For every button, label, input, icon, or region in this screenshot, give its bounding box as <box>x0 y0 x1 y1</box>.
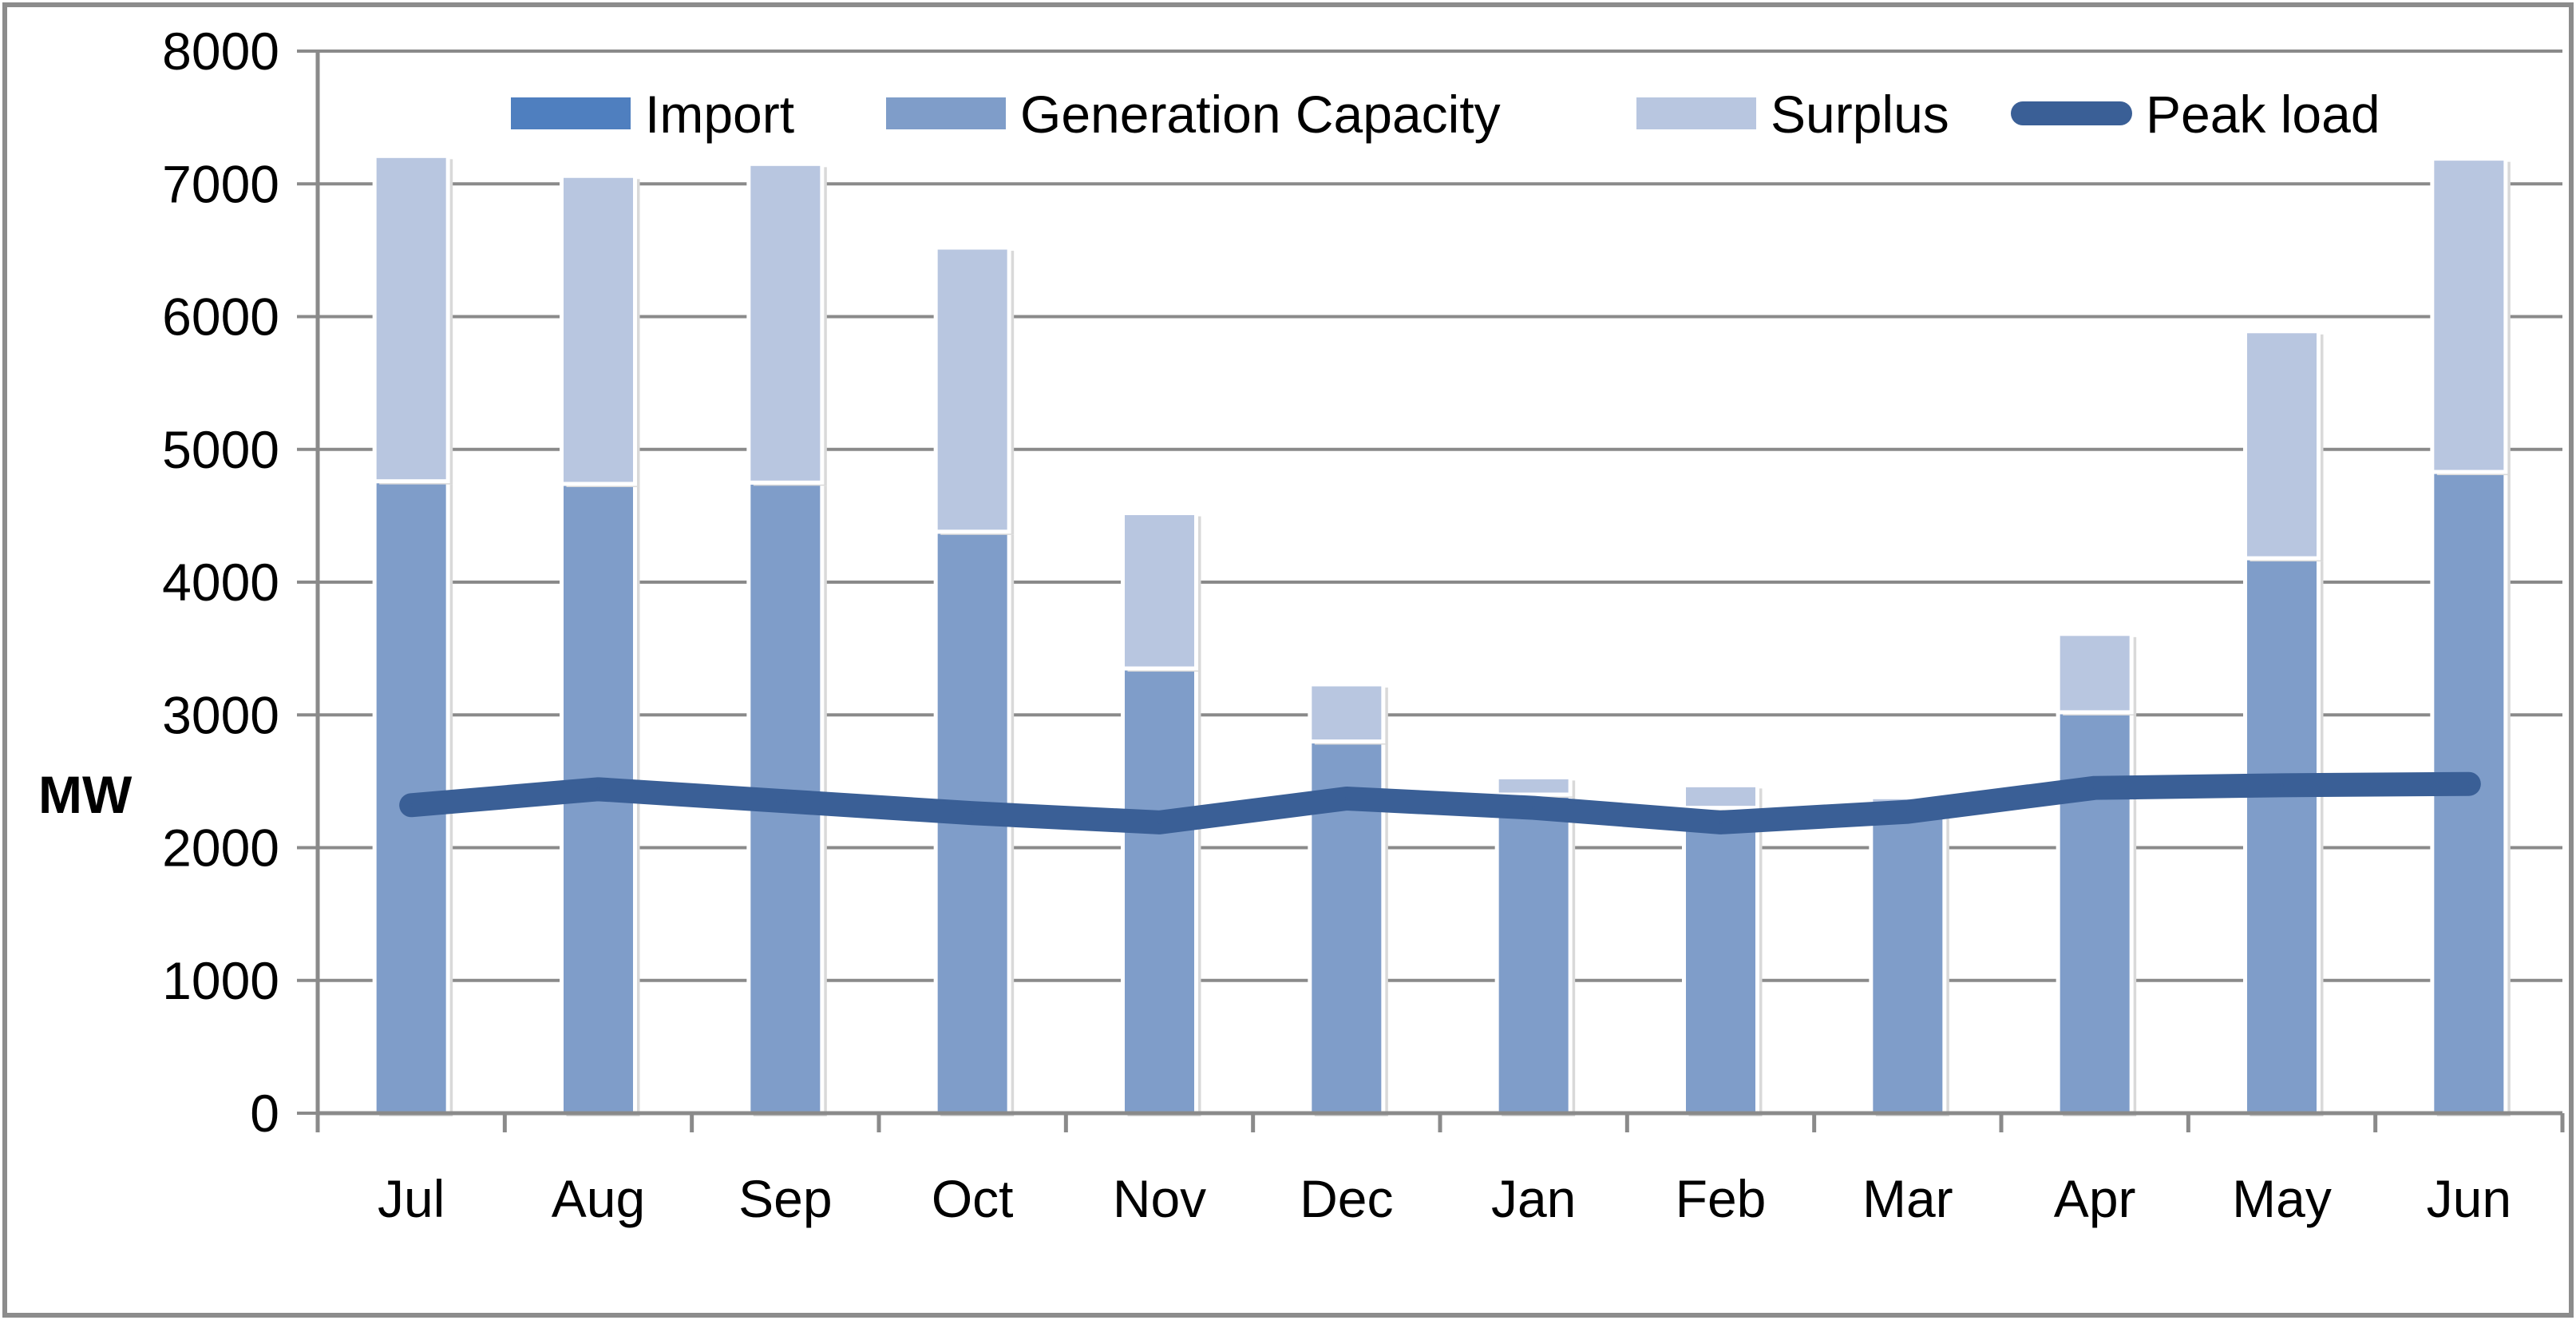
bar-surplus <box>2243 329 2321 561</box>
y-tick-label: 3000 <box>162 685 279 744</box>
bar-generation-capacity <box>2243 556 2321 1116</box>
bar-generation-capacity <box>1494 792 1573 1116</box>
legend: Import Generation Capacity Surplus Peak loa… <box>511 85 2380 144</box>
x-tick-label: Nov <box>1113 1169 1206 1228</box>
bar-surplus <box>2430 157 2508 474</box>
legend-label: Generation Capacity <box>1020 85 1501 144</box>
bar-surplus <box>1121 511 1198 671</box>
x-tick-label: Jun <box>2427 1169 2511 1228</box>
line-series <box>399 771 2481 834</box>
x-tick-label: Jul <box>378 1169 445 1228</box>
y-tick-label: 5000 <box>162 420 279 479</box>
bar-generation-capacity <box>1869 803 1947 1116</box>
x-tick-label: Oct <box>932 1169 1014 1228</box>
legend-swatch <box>886 97 1006 129</box>
line-peak-load <box>399 771 2481 834</box>
line-point <box>783 799 787 803</box>
line-point <box>1905 810 1909 814</box>
line-point <box>2093 786 2097 790</box>
y-tick-label: 6000 <box>162 287 279 347</box>
line-point <box>1532 806 1536 810</box>
legend-label: Peak load <box>2146 85 2380 144</box>
bar-surplus <box>1682 783 1759 811</box>
y-tick-label: 4000 <box>162 553 279 612</box>
y-tick-label: 7000 <box>162 154 279 213</box>
line-point <box>1344 796 1348 800</box>
bar-generation-capacity <box>1121 666 1198 1116</box>
x-tick-label: Mar <box>1862 1169 1953 1228</box>
line-point <box>2280 783 2284 787</box>
x-tick-label: Jan <box>1491 1169 1576 1228</box>
legend-label: Surplus <box>1771 85 1949 144</box>
bar-surplus <box>560 173 637 486</box>
y-axis-title: MW <box>38 765 133 824</box>
line-point <box>410 803 414 807</box>
y-tick-label: 2000 <box>162 819 279 878</box>
line-point <box>2467 782 2471 786</box>
legend-swatch <box>511 97 631 129</box>
line-point <box>1157 820 1161 824</box>
bar-surplus <box>1494 775 1573 797</box>
line-point <box>596 787 600 791</box>
bar-surplus <box>372 153 450 484</box>
axes: 0 1000 2000 3000 4000 5000 6000 7000 8000 Jul Aug S… <box>162 22 2565 1228</box>
x-tick-label: Sep <box>738 1169 832 1228</box>
y-tick-label: 8000 <box>162 22 279 81</box>
bar-generation-capacity <box>2056 710 2134 1116</box>
gridlines <box>318 50 2562 982</box>
legend-label: Import <box>645 85 794 144</box>
line-point <box>971 811 975 815</box>
y-tick-label: 1000 <box>162 951 279 1010</box>
y-tick-label: 0 <box>250 1084 279 1143</box>
x-tick-label: Aug <box>552 1169 645 1228</box>
bar-surplus <box>933 245 1011 534</box>
bar-generation-capacity <box>1682 806 1759 1116</box>
x-tick-label: Feb <box>1676 1169 1767 1228</box>
bar-surplus <box>1308 682 1386 744</box>
x-tick-label: Apr <box>2054 1169 2136 1228</box>
legend-swatch <box>1636 97 1756 129</box>
bar-surplus <box>2056 632 2134 715</box>
x-tick-label: May <box>2232 1169 2332 1228</box>
bar-surplus <box>746 161 825 485</box>
x-tick-label: Dec <box>1300 1169 1393 1228</box>
line-point <box>1719 820 1723 824</box>
